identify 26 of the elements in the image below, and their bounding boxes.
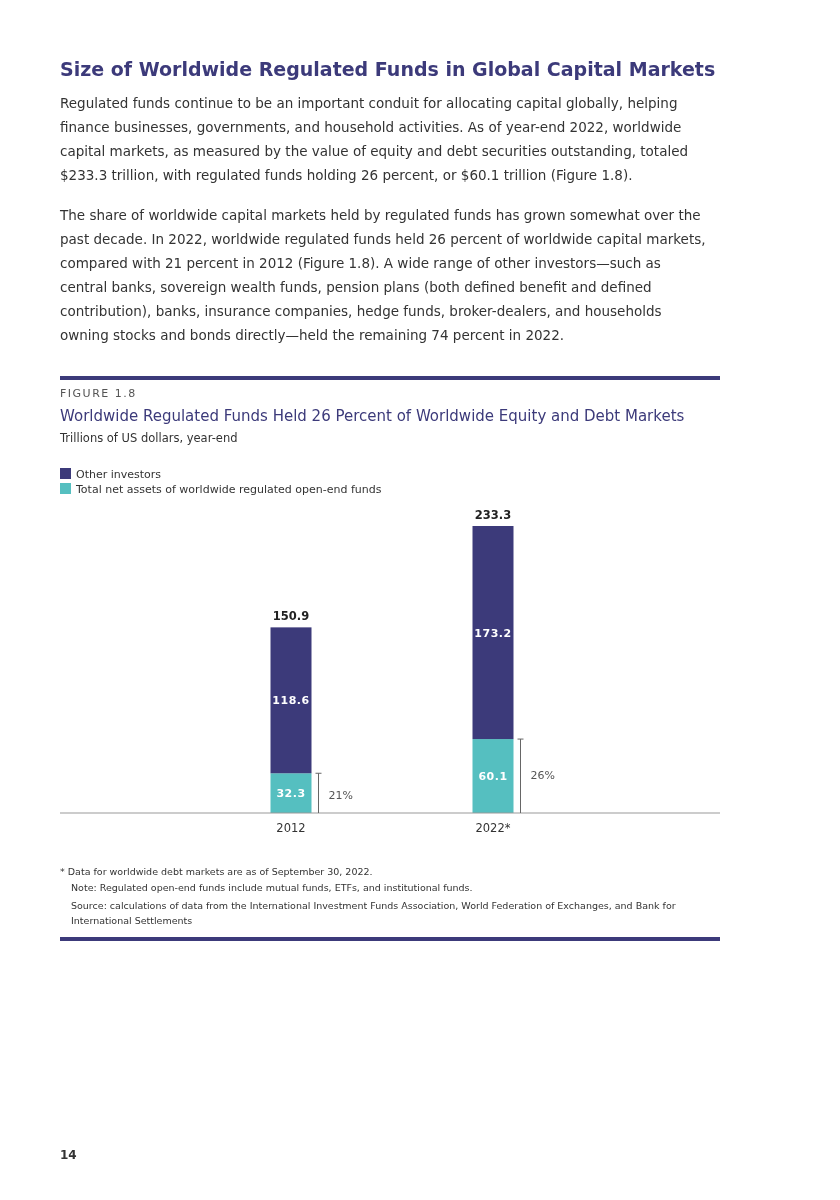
- bar: [270, 773, 312, 813]
- bar: [270, 627, 312, 774]
- annotation: 26%: [530, 769, 555, 783]
- data-label: 32.3: [276, 787, 306, 801]
- x-tick-label: 2012: [276, 821, 306, 835]
- data-label: 173.2: [474, 626, 512, 640]
- x-tick-label: 2022*: [475, 821, 511, 835]
- text: Regulated funds continue to be an important conduit for allocating capital globally, helping finance businesses, governments, and household activities. As of year-end 2022, worldwide capital markets, as measured by the value of equity and debt securities outstanding, totaled $233.3 trillion, with regulated funds holding 26 percent, or $60.1 trillion (Figure 1.8).: [60, 94, 690, 185]
- caption: FIGURE 1.8: [60, 387, 138, 400]
- data-label: 60.1: [478, 770, 508, 784]
- annotation: 21%: [328, 789, 353, 802]
- legend-label: Other investors: [76, 467, 162, 481]
- text: The share of worldwide capital markets held by regulated funds has grown somewhat over the past decade. In 2022, worldwide regulated funds held 26 percent of worldwide capital markets, compared with 21 percent in 2012 (Figure 1.8). A wide range of other investors—such as central banks, sovereign wealth funds, pension plans (both defined benefit and defined contribution), banks, insurance companies, hedge funds, broker-dealers, and households owning stocks and bonds directly—held the remaining 74 percent in 2022.: [60, 206, 707, 345]
- text: Note: Regulated open-end funds include mutual funds, ETFs, and institutional funds.: [71, 881, 474, 895]
- text: * Data for worldwide debt markets are as of September 30, 2022.: [60, 865, 374, 879]
- total-label: 233.3: [474, 508, 512, 522]
- chart-subtitle: Trillions of US dollars, year-end: [60, 431, 239, 445]
- text: Size of Worldwide Regulated Funds in Global Capital Markets: [60, 58, 717, 80]
- chart-title: Worldwide Regulated Funds Held 26 Percent of Worldwide Equity and Debt Markets: [60, 407, 686, 425]
- text: 14: [60, 1148, 78, 1162]
- bar: [472, 739, 514, 813]
- total-label: 150.9: [272, 609, 310, 624]
- legend-label: Total net assets of worldwide regulated open-end funds: [75, 482, 382, 496]
- source-note: Source: calculations of data from the International Investment Funds Association, World Federation of Exchanges, and Bank for International Settlements: [71, 899, 677, 928]
- data-label: 118.6: [272, 694, 310, 708]
- bar: [472, 526, 514, 740]
